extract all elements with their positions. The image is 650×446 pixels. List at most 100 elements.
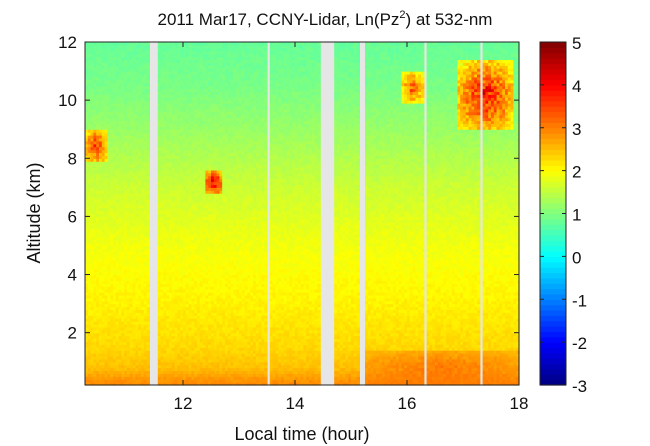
heatmap-cell	[124, 88, 128, 93]
heatmap-cell	[118, 323, 122, 328]
heatmap-cell	[135, 126, 139, 130]
heatmap-cell	[113, 123, 117, 127]
heatmap-cell	[104, 42, 108, 46]
heatmap-cell	[135, 123, 139, 127]
heatmap-cell	[138, 47, 142, 52]
heatmap-cell	[90, 85, 94, 90]
heatmap-cell	[115, 181, 120, 186]
heatmap-cell	[104, 155, 108, 159]
heatmap-cell	[113, 260, 117, 264]
heatmap-cell	[121, 100, 125, 104]
heatmap-cell	[107, 239, 111, 244]
heatmap-cell	[99, 251, 103, 255]
heatmap-cell	[146, 213, 150, 218]
heatmap-cell	[110, 172, 114, 177]
heatmap-cell	[110, 370, 114, 374]
heatmap-cell	[115, 318, 120, 322]
heatmap-cell	[104, 62, 108, 66]
heatmap-cell	[107, 353, 111, 357]
heatmap-cell	[141, 382, 145, 386]
heatmap-cell	[93, 132, 97, 136]
heatmap-cell	[87, 233, 92, 238]
heatmap-cell	[163, 239, 167, 244]
heatmap-cell	[132, 309, 136, 313]
heatmap-cell	[124, 143, 128, 148]
chart-title-superscript: 2	[399, 9, 405, 21]
heatmap-cell	[166, 140, 170, 145]
heatmap-cell	[101, 82, 106, 87]
heatmap-cell	[93, 166, 97, 171]
heatmap-cell	[169, 321, 173, 325]
heatmap-cell	[87, 94, 92, 98]
heatmap-cell	[93, 149, 97, 154]
heatmap-cell	[132, 201, 136, 206]
heatmap-cell	[146, 207, 150, 212]
heatmap-cell	[141, 367, 145, 372]
heatmap-cell	[85, 137, 89, 142]
heatmap-cell	[135, 47, 139, 52]
heatmap-cell	[169, 108, 173, 113]
heatmap-cell	[157, 309, 162, 313]
heatmap-cell	[138, 201, 142, 206]
heatmap-cell	[146, 47, 150, 52]
heatmap-cell	[124, 353, 128, 357]
heatmap-cell	[104, 265, 108, 270]
heatmap-cell	[141, 187, 145, 191]
heatmap-cell	[141, 355, 145, 360]
heatmap-cell	[93, 242, 97, 247]
heatmap-cell	[163, 100, 167, 104]
heatmap-cell	[157, 178, 162, 183]
heatmap-cell	[166, 274, 170, 279]
heatmap-cell	[141, 82, 145, 87]
heatmap-cell	[138, 294, 142, 299]
heatmap-cell	[129, 164, 134, 168]
heatmap-cell	[93, 140, 97, 145]
heatmap-cell	[121, 111, 125, 116]
heatmap-cell	[107, 219, 111, 223]
heatmap-cell	[171, 329, 176, 334]
heatmap-cell	[96, 94, 100, 98]
heatmap-cell	[138, 137, 142, 142]
heatmap-cell	[132, 132, 136, 136]
heatmap-cell	[157, 120, 162, 124]
heatmap-cell	[146, 140, 150, 145]
heatmap-cell	[124, 236, 128, 241]
heatmap-cell	[93, 172, 97, 177]
heatmap-cell	[127, 306, 131, 311]
heatmap-cell	[85, 108, 89, 113]
heatmap-cell	[124, 62, 128, 66]
heatmap-cell	[141, 271, 145, 276]
heatmap-cell	[143, 42, 148, 46]
heatmap-cell	[146, 370, 150, 374]
heatmap-cell	[104, 329, 108, 334]
heatmap-cell	[96, 198, 100, 203]
heatmap-cell	[141, 335, 145, 340]
heatmap-cell	[110, 344, 114, 348]
heatmap-cell	[121, 42, 125, 46]
heatmap-cell	[104, 228, 108, 232]
heatmap-cell	[138, 257, 142, 261]
heatmap-cell	[101, 300, 106, 305]
heatmap-cell	[121, 219, 125, 223]
heatmap-cell	[118, 193, 122, 197]
heatmap-cell	[104, 347, 108, 351]
heatmap-cell	[96, 47, 100, 52]
heatmap-cell	[85, 207, 89, 212]
heatmap-cell	[127, 242, 131, 247]
heatmap-cell	[135, 233, 139, 238]
heatmap-cell	[138, 280, 142, 284]
heatmap-cell	[169, 257, 173, 261]
heatmap-cell	[169, 166, 173, 171]
heatmap-cell	[141, 309, 145, 313]
heatmap-cell	[129, 370, 134, 374]
heatmap-cell	[160, 132, 164, 136]
heatmap-cell	[141, 254, 145, 258]
heatmap-cell	[169, 277, 173, 281]
heatmap-cell	[101, 62, 106, 66]
heatmap-cell	[171, 120, 176, 124]
heatmap-cell	[138, 350, 142, 354]
heatmap-cell	[99, 228, 103, 232]
heatmap-cell	[132, 286, 136, 290]
heatmap-cell	[132, 140, 136, 145]
heatmap-cell	[135, 198, 139, 203]
